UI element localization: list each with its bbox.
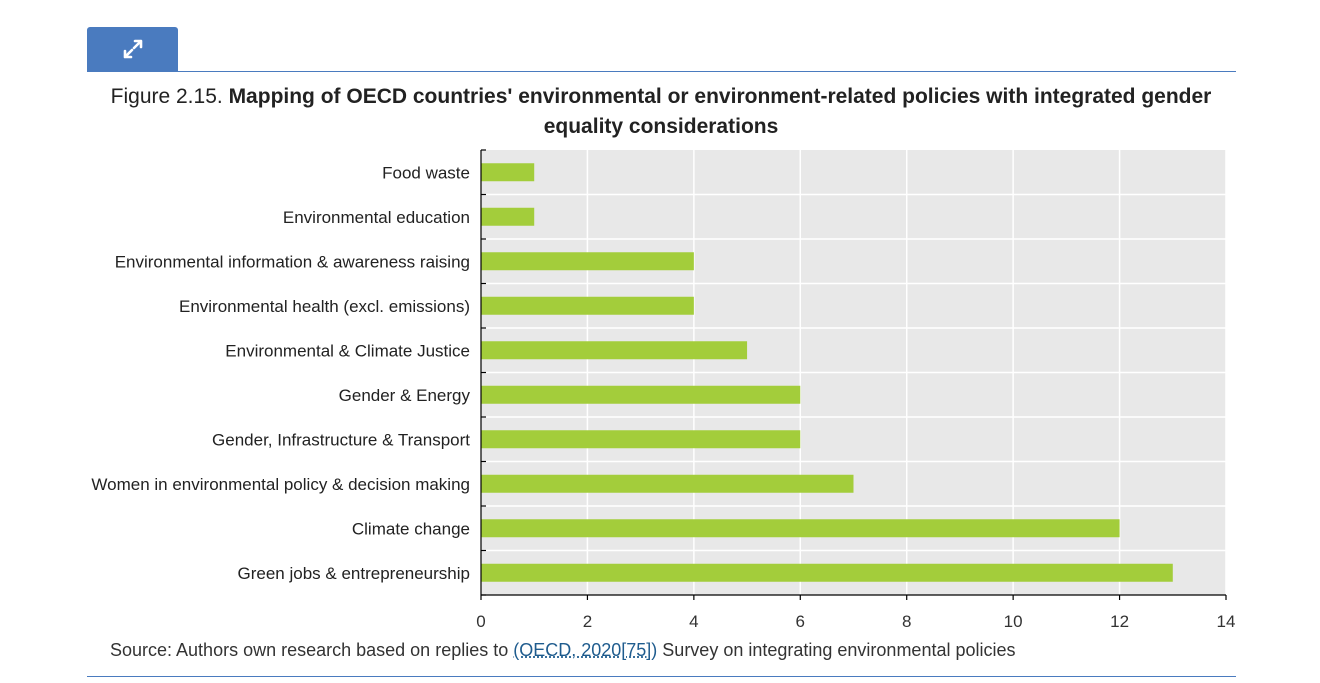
expand-icon — [123, 39, 142, 59]
category-label: Gender, Infrastructure & Transport — [212, 430, 470, 449]
category-label: Environmental & Climate Justice — [225, 341, 470, 360]
figure-label: Figure 2.15. — [110, 85, 223, 108]
bar — [481, 385, 801, 404]
bar — [481, 207, 535, 226]
category-label: Women in environmental policy & decision… — [91, 475, 470, 494]
category-label: Gender & Energy — [339, 386, 471, 405]
bar — [481, 163, 535, 182]
figure-title-text: Mapping of OECD countries' environmental… — [228, 85, 1212, 138]
bar — [481, 296, 694, 315]
figure-title: Figure 2.15. Mapping of OECD countries' … — [100, 82, 1222, 142]
category-label: Green jobs & entrepreneurship — [238, 564, 470, 583]
x-tick-label: 10 — [1004, 612, 1023, 631]
source-suffix: Survey on integrating environmental poli… — [657, 640, 1016, 660]
bottom-divider — [87, 676, 1236, 677]
x-tick-label: 4 — [689, 612, 698, 631]
category-label: Climate change — [352, 519, 470, 538]
x-tick-label: 6 — [796, 612, 805, 631]
bar — [481, 563, 1173, 582]
x-tick-label: 14 — [1217, 612, 1236, 631]
top-divider — [87, 71, 1236, 72]
category-label: Environmental education — [283, 208, 470, 227]
category-label: Food waste — [382, 163, 470, 182]
x-tick-label: 12 — [1110, 612, 1129, 631]
source-prefix: Source: Authors own research based on re… — [110, 640, 514, 660]
category-label: Environmental information & awareness ra… — [115, 252, 470, 271]
expand-button[interactable] — [87, 27, 178, 71]
source-link[interactable]: (OECD, 2020[75]) — [513, 640, 658, 660]
x-tick-label: 2 — [583, 612, 592, 631]
x-tick-label: 8 — [902, 612, 911, 631]
x-tick-label: 0 — [476, 612, 485, 631]
bar — [481, 341, 748, 360]
bar — [481, 430, 801, 449]
bar — [481, 474, 854, 493]
category-label: Environmental health (excl. emissions) — [179, 297, 470, 316]
bar — [481, 252, 694, 271]
bar — [481, 519, 1120, 538]
source-note: Source: Authors own research based on re… — [110, 640, 1016, 661]
